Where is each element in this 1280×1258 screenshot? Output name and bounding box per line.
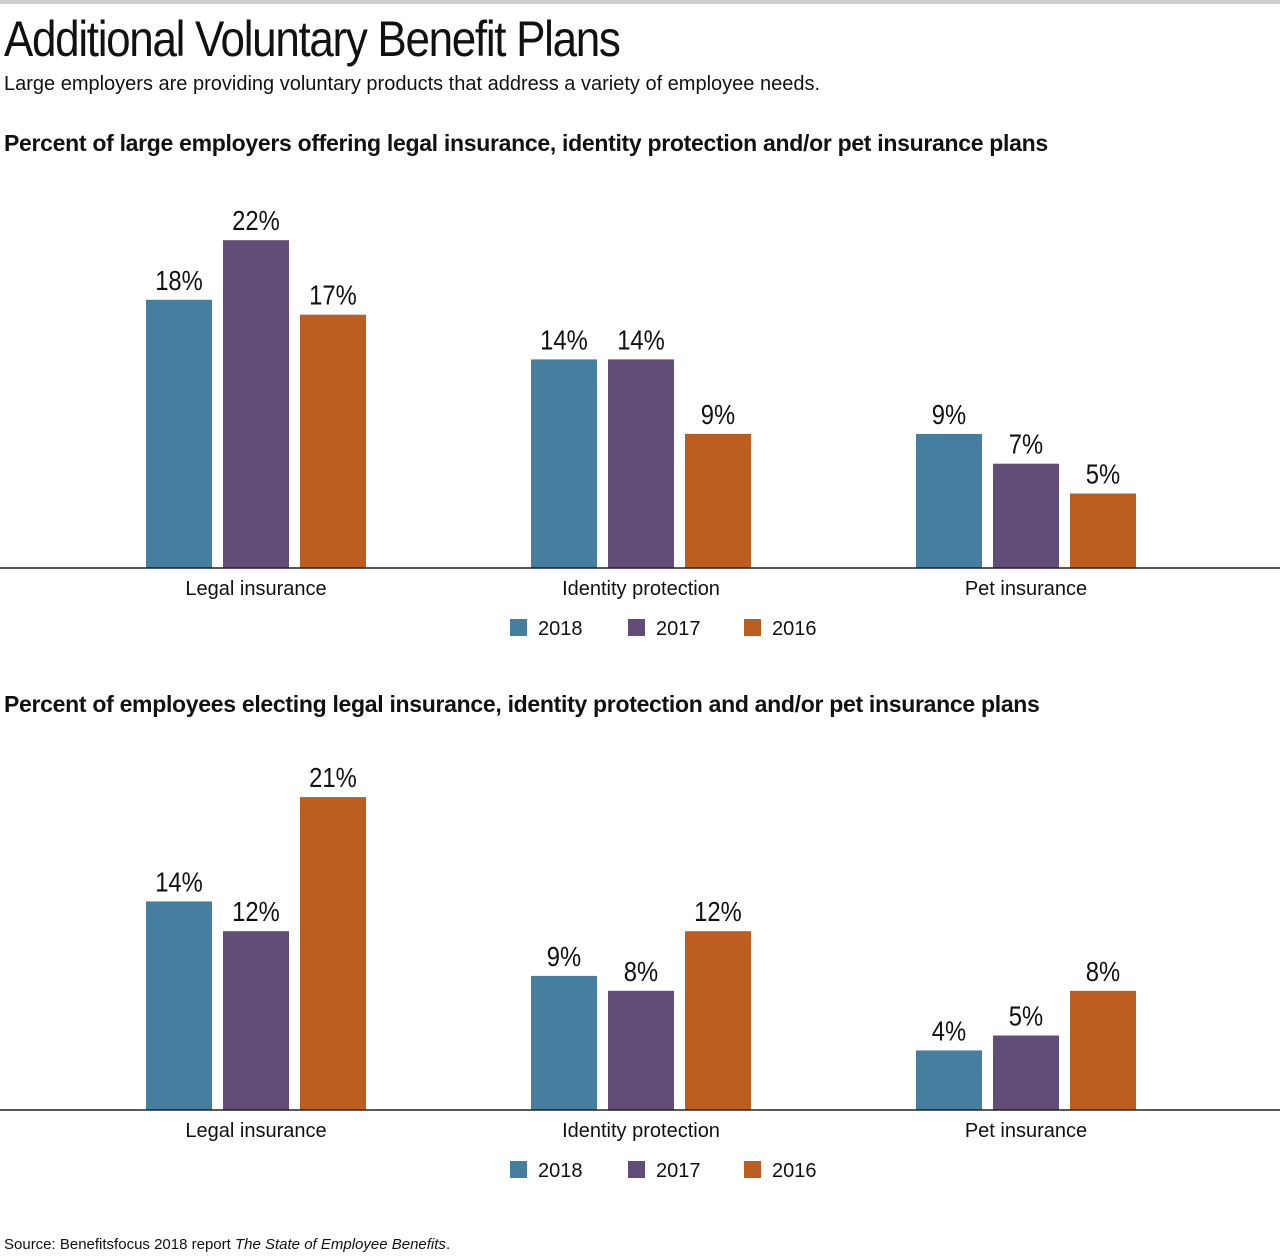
data-label-identity-protection-2017: 14%: [617, 324, 665, 356]
top-rule: [0, 0, 1280, 4]
chart-employers-offering: 18% 14% 9% 22% 14% 7% 17% 9% 5% Legal insurance Id…: [0, 204, 1280, 640]
bar-legal-insurance-2016: [300, 797, 366, 1110]
data-label-legal-insurance-2016: 21%: [309, 761, 357, 793]
source-report-title: The State of Employee Benefits: [234, 1236, 446, 1253]
legend-label-2016: 2016: [772, 618, 817, 640]
page-title: Additional Voluntary Benefit Plans: [4, 11, 621, 67]
data-label-pet-insurance-2018: 4%: [932, 1015, 966, 1047]
legend-label-2017: 2017: [656, 618, 701, 640]
source-suffix: .: [445, 1236, 451, 1253]
source-note: Source: Benefitsfocus 2018 report The St…: [4, 1236, 450, 1253]
source-prefix: Source: Benefitsfocus 2018 report: [4, 1236, 235, 1253]
x-tick-label-legal-insurance: Legal insurance: [185, 1120, 326, 1142]
legend-swatch-2016: [744, 619, 761, 636]
x-tick-label-legal-insurance: Legal insurance: [185, 578, 326, 600]
legend-label-2016: 2016: [772, 1160, 817, 1182]
bar-pet-insurance-2017: [993, 1035, 1059, 1110]
chart-2-title: Percent of employees electing legal insu…: [4, 691, 1040, 717]
legend-swatch-2018: [510, 619, 527, 636]
data-label-identity-protection-2018: 9%: [547, 940, 581, 972]
page-subtitle: Large employers are providing voluntary …: [4, 73, 821, 95]
bar-pet-insurance-2016: [1070, 493, 1136, 568]
bar-identity-protection-2018: [531, 975, 597, 1110]
chart-employees-electing: 14% 9% 4% 12% 8% 5% 21% 12% 8% Legal insurance Ide…: [0, 761, 1280, 1182]
data-label-pet-insurance-2017: 7%: [1009, 428, 1043, 460]
bar-pet-insurance-2017: [993, 463, 1059, 568]
bar-legal-insurance-2018: [146, 901, 212, 1110]
x-tick-label-identity-protection: Identity protection: [562, 578, 720, 600]
bar-identity-protection-2018: [531, 359, 597, 568]
legend-label-2018: 2018: [538, 618, 583, 640]
data-label-pet-insurance-2016: 5%: [1086, 458, 1120, 490]
bar-legal-insurance-2016: [300, 314, 366, 568]
bar-identity-protection-2016: [685, 931, 751, 1110]
data-label-pet-insurance-2016: 8%: [1086, 955, 1120, 987]
data-label-legal-insurance-2018: 18%: [155, 264, 203, 296]
x-tick-label-pet-insurance: Pet insurance: [965, 578, 1087, 600]
data-label-identity-protection-2018: 14%: [540, 324, 588, 356]
x-tick-label-identity-protection: Identity protection: [562, 1120, 720, 1142]
data-label-legal-insurance-2018: 14%: [155, 866, 203, 898]
chart-1-title: Percent of large employers offering lega…: [4, 130, 1048, 156]
bar-pet-insurance-2018: [916, 1050, 982, 1110]
bar-legal-insurance-2018: [146, 299, 212, 568]
data-label-identity-protection-2017: 8%: [624, 955, 658, 987]
bar-pet-insurance-2016: [1070, 990, 1136, 1110]
legend-swatch-2018: [510, 1161, 527, 1178]
data-label-identity-protection-2016: 9%: [701, 398, 735, 430]
data-label-identity-protection-2016: 12%: [694, 895, 742, 927]
data-label-pet-insurance-2017: 5%: [1009, 1000, 1043, 1032]
bar-identity-protection-2017: [608, 990, 674, 1110]
data-label-pet-insurance-2018: 9%: [932, 398, 966, 430]
bar-pet-insurance-2018: [916, 433, 982, 568]
bar-identity-protection-2017: [608, 359, 674, 568]
legend-label-2017: 2017: [656, 1160, 701, 1182]
legend-swatch-2017: [628, 1161, 645, 1178]
legend-swatch-2017: [628, 619, 645, 636]
x-tick-label-pet-insurance: Pet insurance: [965, 1120, 1087, 1142]
bar-identity-protection-2016: [685, 433, 751, 568]
legend-swatch-2016: [744, 1161, 761, 1178]
bar-legal-insurance-2017: [223, 931, 289, 1110]
data-label-legal-insurance-2016: 17%: [309, 279, 357, 311]
data-label-legal-insurance-2017: 12%: [232, 895, 280, 927]
data-label-legal-insurance-2017: 22%: [232, 204, 280, 236]
legend-label-2018: 2018: [538, 1160, 583, 1182]
bar-legal-insurance-2017: [223, 240, 289, 568]
